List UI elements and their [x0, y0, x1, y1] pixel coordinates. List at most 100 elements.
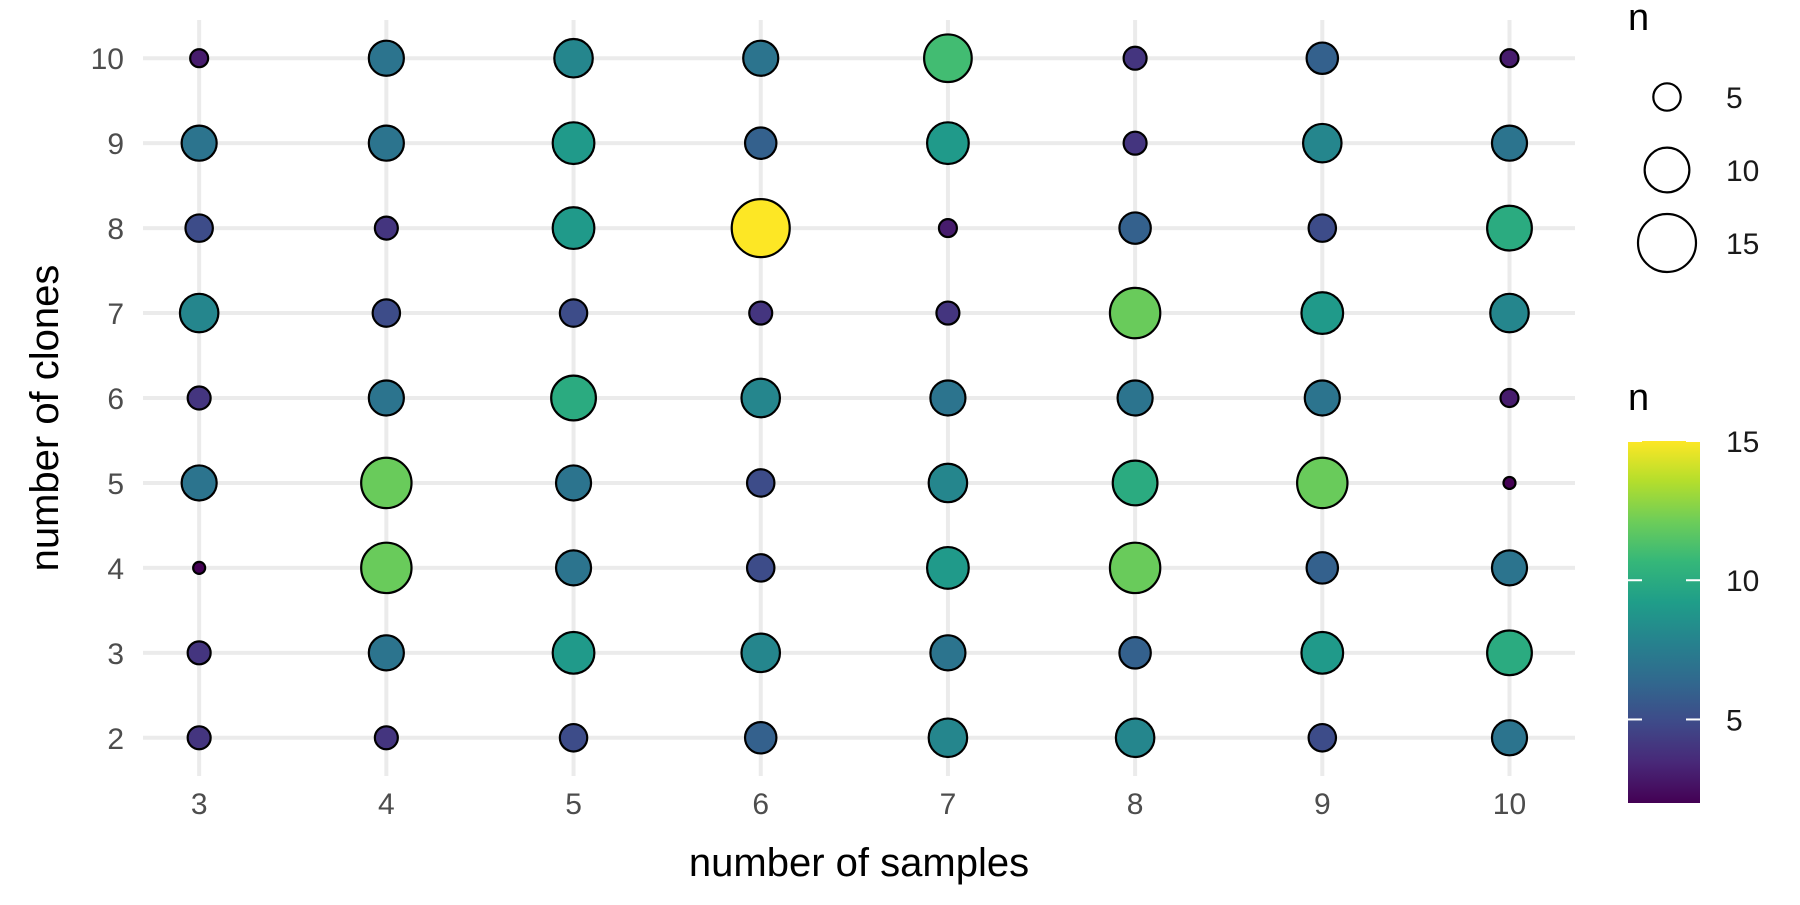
size-legend-label: 10: [1726, 155, 1759, 188]
data-point: [551, 630, 596, 675]
data-point: [1111, 459, 1159, 507]
y-tick-label: 9: [107, 128, 124, 161]
data-point: [371, 298, 402, 328]
size-legend-key: [1652, 82, 1682, 112]
data-point: [367, 39, 405, 77]
x-tick-label: 7: [940, 788, 957, 821]
data-point: [550, 374, 597, 422]
data-point: [730, 198, 791, 259]
data-point: [367, 379, 405, 417]
data-point: [929, 379, 967, 417]
data-point: [743, 720, 778, 755]
data-points: [178, 33, 1533, 759]
y-tick-label: 4: [107, 553, 124, 586]
data-point: [186, 725, 212, 751]
data-point: [184, 213, 214, 243]
data-point: [745, 553, 776, 583]
x-tick-label: 8: [1127, 788, 1144, 821]
colorbar-label: 10: [1726, 565, 1759, 598]
data-point: [1486, 629, 1533, 677]
data-point: [1108, 541, 1162, 595]
data-point: [1305, 41, 1340, 76]
data-point: [1122, 130, 1148, 156]
y-tick-label: 7: [107, 298, 124, 331]
x-tick-label: 9: [1314, 788, 1331, 821]
data-point: [360, 456, 413, 510]
data-point: [743, 126, 778, 160]
size-legend-title: n: [1628, 0, 1649, 39]
data-point: [1122, 45, 1148, 71]
size-legend: n 5 10 15: [1628, 0, 1759, 274]
data-point: [367, 634, 405, 672]
colorbar-label: 5: [1726, 704, 1743, 737]
data-point: [1486, 204, 1533, 252]
data-point: [551, 121, 596, 166]
size-legend-key: [1643, 146, 1691, 194]
data-point: [1490, 549, 1529, 587]
data-point: [927, 717, 969, 759]
y-tick-label: 6: [107, 383, 124, 416]
y-tick-label: 10: [91, 43, 124, 76]
data-point: [927, 462, 969, 504]
data-point: [742, 39, 780, 77]
data-point: [1118, 636, 1152, 670]
data-point: [186, 640, 212, 666]
size-legend-key: [1636, 212, 1698, 274]
data-point: [1118, 211, 1152, 245]
y-tick-label: 5: [107, 468, 124, 501]
data-point: [180, 464, 218, 502]
data-point: [929, 634, 967, 672]
data-point: [1303, 379, 1341, 417]
size-legend-label: 5: [1726, 82, 1743, 115]
y-axis-ticks: 2 3 4 5 6 7 8 9 10: [91, 43, 124, 756]
x-tick-label: 5: [565, 788, 582, 821]
data-point: [1300, 630, 1345, 675]
data-point: [1116, 379, 1154, 417]
x-axis-title: number of samples: [689, 841, 1029, 885]
data-point: [1301, 122, 1343, 164]
x-tick-label: 4: [378, 788, 395, 821]
x-tick-label: 6: [752, 788, 769, 821]
y-axis-title: number of clones: [23, 265, 67, 572]
data-point: [189, 48, 210, 69]
data-point: [935, 300, 961, 326]
data-point: [1307, 722, 1338, 753]
data-point: [1490, 719, 1529, 757]
data-point: [740, 632, 782, 674]
x-tick-label: 3: [191, 788, 208, 821]
color-legend-title: n: [1628, 377, 1649, 419]
grid-lines: [143, 20, 1575, 776]
data-point: [925, 545, 970, 590]
data-point: [1489, 292, 1530, 334]
data-point: [745, 468, 776, 498]
data-point: [740, 377, 782, 419]
data-point: [373, 215, 399, 241]
data-point: [192, 560, 207, 575]
data-point: [1502, 475, 1517, 491]
data-point: [937, 218, 958, 239]
y-tick-label: 2: [107, 723, 124, 756]
data-point: [925, 121, 970, 166]
x-axis-ticks: 3 4 5 6 7 8 9 10: [191, 788, 1526, 821]
data-point: [1296, 456, 1349, 510]
x-tick-label: 10: [1493, 788, 1526, 821]
data-point: [360, 541, 413, 595]
data-point: [554, 549, 593, 587]
data-point: [923, 33, 973, 84]
data-point: [178, 292, 220, 334]
data-point: [373, 725, 399, 751]
colorbar: [1628, 441, 1700, 803]
data-point: [551, 206, 596, 251]
colorbar-label: 15: [1726, 426, 1759, 459]
data-point: [1300, 291, 1345, 335]
data-point: [1108, 286, 1162, 340]
data-point: [1307, 213, 1338, 243]
y-tick-label: 3: [107, 638, 124, 671]
color-legend: n 5 10 15: [1628, 377, 1759, 803]
data-point: [186, 385, 212, 411]
data-point: [180, 124, 218, 162]
data-point: [748, 300, 774, 326]
data-point: [1114, 717, 1156, 759]
